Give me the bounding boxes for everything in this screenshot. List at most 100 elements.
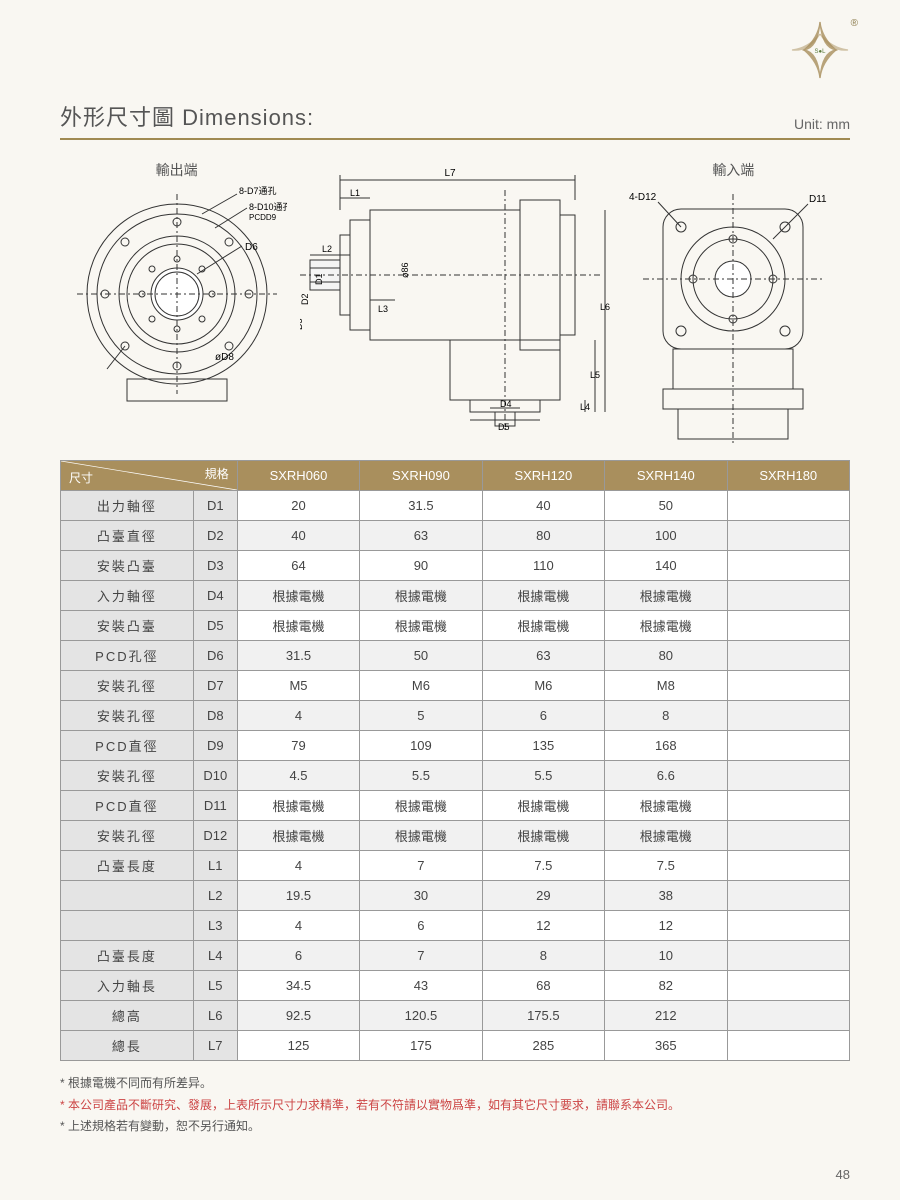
svg-text:D3: D3	[300, 318, 304, 330]
cell-value: 29	[482, 881, 604, 911]
cell-value: 82	[605, 971, 727, 1001]
cell-value: 7	[360, 851, 482, 881]
row-code: D12	[193, 821, 237, 851]
cell-value: 4	[237, 851, 359, 881]
cell-value	[727, 491, 849, 521]
table-row: PCD孔徑D631.5506380	[61, 641, 850, 671]
cell-value	[727, 551, 849, 581]
row-name: 入力軸徑	[61, 581, 194, 611]
cell-value	[727, 641, 849, 671]
side-view-drawing: L7 L1 L2 L3 D1 D2 D3 ø86 D4 D5 L4 L5 L6	[300, 160, 610, 430]
cell-value: 43	[360, 971, 482, 1001]
table-row: PCD直徑D979109135168	[61, 731, 850, 761]
cell-value: 根據電機	[605, 821, 727, 851]
cell-value: 4.5	[237, 761, 359, 791]
model-header: SXRH090	[360, 461, 482, 491]
cell-value: 92.5	[237, 1001, 359, 1031]
svg-text:øD8: øD8	[215, 352, 234, 363]
output-end-label: 輸出端	[156, 160, 198, 180]
cell-value: 63	[360, 521, 482, 551]
cell-value: 31.5	[360, 491, 482, 521]
row-code: L5	[193, 971, 237, 1001]
row-code: L4	[193, 941, 237, 971]
cell-value: 50	[360, 641, 482, 671]
input-flange-drawing: 4-D12 D11	[623, 184, 843, 444]
cell-value	[727, 911, 849, 941]
model-header: SXRH180	[727, 461, 849, 491]
cell-value: 根據電機	[360, 581, 482, 611]
model-header: SXRH120	[482, 461, 604, 491]
row-name: 安裝凸臺	[61, 551, 194, 581]
cell-value: 5.5	[360, 761, 482, 791]
page-number: 48	[836, 1167, 850, 1182]
cell-value	[727, 731, 849, 761]
cell-value: 7	[360, 941, 482, 971]
row-name: 安裝孔徑	[61, 701, 194, 731]
cell-value	[727, 1031, 849, 1061]
row-code: D11	[193, 791, 237, 821]
cell-value: 4	[237, 911, 359, 941]
technical-diagrams: 輸出端	[60, 160, 850, 450]
cell-value: 38	[605, 881, 727, 911]
cell-value: 80	[482, 521, 604, 551]
svg-text:L4: L4	[580, 402, 590, 412]
cell-value	[727, 701, 849, 731]
model-header: SXRH060	[237, 461, 359, 491]
cell-value	[727, 821, 849, 851]
svg-text:8-D10通孔: 8-D10通孔	[249, 202, 287, 212]
row-code: D10	[193, 761, 237, 791]
cell-value: 根據電機	[237, 791, 359, 821]
corner-bottom-label: 尺寸	[69, 469, 93, 486]
cell-value: 根據電機	[237, 821, 359, 851]
cell-value	[727, 971, 849, 1001]
row-name: PCD直徑	[61, 731, 194, 761]
svg-text:D2: D2	[300, 293, 310, 305]
row-name	[61, 881, 194, 911]
svg-text:PCDD9: PCDD9	[249, 213, 277, 222]
cell-value: 34.5	[237, 971, 359, 1001]
cell-value: 31.5	[237, 641, 359, 671]
table-row: 出力軸徑D12031.54050	[61, 491, 850, 521]
cell-value	[727, 581, 849, 611]
svg-text:8-D7通孔: 8-D7通孔	[239, 186, 277, 196]
cell-value: 285	[482, 1031, 604, 1061]
cell-value: 212	[605, 1001, 727, 1031]
svg-text:L5: L5	[590, 370, 600, 380]
cell-value	[727, 881, 849, 911]
row-code: D2	[193, 521, 237, 551]
cell-value: 6	[360, 911, 482, 941]
cell-value: 根據電機	[360, 791, 482, 821]
cell-value: 根據電機	[482, 791, 604, 821]
cell-value: 5.5	[482, 761, 604, 791]
cell-value: 140	[605, 551, 727, 581]
row-name: PCD孔徑	[61, 641, 194, 671]
svg-text:ø86: ø86	[400, 262, 410, 278]
cell-value: 120.5	[360, 1001, 482, 1031]
row-name: 出力軸徑	[61, 491, 194, 521]
svg-text:L6: L6	[600, 302, 610, 312]
svg-text:L7: L7	[444, 168, 456, 179]
cell-value: 168	[605, 731, 727, 761]
cell-value: M6	[482, 671, 604, 701]
cell-value: 根據電機	[482, 821, 604, 851]
table-row: 安裝孔徑D104.55.55.56.6	[61, 761, 850, 791]
table-row: 入力軸徑D4根據電機根據電機根據電機根據電機	[61, 581, 850, 611]
row-name: 總長	[61, 1031, 194, 1061]
row-code: D3	[193, 551, 237, 581]
cell-value: M5	[237, 671, 359, 701]
cell-value	[727, 1001, 849, 1031]
cell-value: 175	[360, 1031, 482, 1061]
row-code: L6	[193, 1001, 237, 1031]
cell-value: 64	[237, 551, 359, 581]
cell-value	[727, 671, 849, 701]
row-code: L7	[193, 1031, 237, 1061]
cell-value: 根據電機	[482, 611, 604, 641]
cell-value: 175.5	[482, 1001, 604, 1031]
cell-value: 100	[605, 521, 727, 551]
cell-value: 根據電機	[605, 581, 727, 611]
cell-value	[727, 761, 849, 791]
cell-value: 7.5	[605, 851, 727, 881]
svg-text:D4: D4	[500, 399, 512, 409]
cell-value: 20	[237, 491, 359, 521]
footnote-line: * 根據電機不同而有所差异。	[60, 1073, 850, 1095]
